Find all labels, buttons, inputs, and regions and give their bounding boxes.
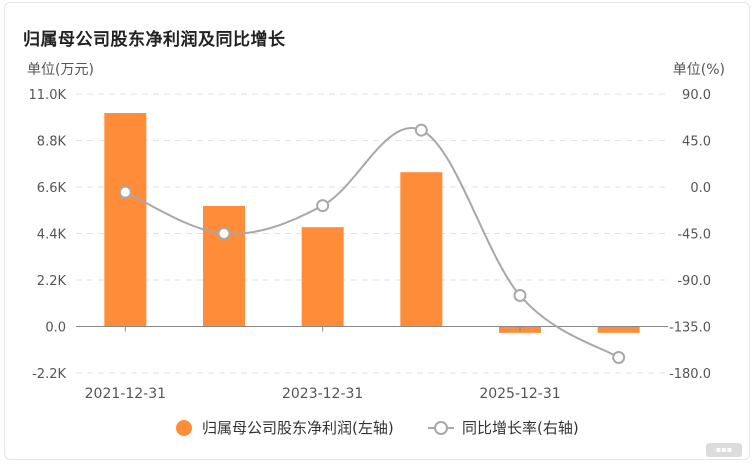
left-axis-tick-label: 4.4K [37,228,67,243]
bar [301,227,344,327]
x-axis-tick-label: 2021-12-31 [85,386,166,402]
x-axis-tick-label: 2023-12-31 [282,386,363,402]
bar [104,113,147,327]
right-axis-tick-label: 90.0 [682,88,711,103]
chart-title: 归属母公司股东净利润及同比增长 [23,30,286,50]
right-axis-tick-label: -135.0 [669,321,711,336]
watermark-logo: ▪▪▪ [706,443,742,457]
bar [400,172,443,327]
growth-rate-point [316,199,330,213]
growth-rate-point [217,227,231,240]
x-axis-tick-label: 2025-12-31 [479,386,560,402]
growth-rate-point [513,289,527,302]
left-axis-tick-label: 6.6K [37,181,67,196]
legend-line-marker-icon [428,420,454,436]
legend-item-growth-rate[interactable]: 同比增长率(右轴) [428,417,579,438]
left-axis-tick-label: 0.0 [45,321,66,336]
bar [203,206,245,327]
legend-label-growth-rate: 同比增长率(右轴) [462,419,579,437]
left-axis-tick-label: 2.2K [37,274,67,289]
left-axis-tick-label: -2.2K [32,367,66,382]
growth-rate-point [118,185,132,199]
right-axis-unit: 单位(%) [672,62,725,78]
left-axis-tick-label: 8.8K [37,135,67,150]
right-axis-tick-label: -180.0 [669,367,711,382]
growth-rate-point [612,351,626,364]
chart-legend: 归属母公司股东净利润(左轴) 同比增长率(右轴) [0,417,756,441]
bar [597,326,640,333]
left-axis-unit: 单位(万元) [27,62,94,78]
right-axis-tick-label: 45.0 [682,135,711,150]
left-axis-tick-label: 11.0K [29,88,67,103]
growth-rate-line [124,127,620,359]
right-axis-tick-label: -90.0 [677,274,711,289]
right-axis-tick-label: -45.0 [677,228,711,243]
growth-rate-point [414,123,428,137]
right-axis-tick-label: 0.0 [690,181,711,196]
legend-dot-icon [176,419,192,436]
legend-label-net-profit: 归属母公司股东净利润(左轴) [202,419,394,437]
legend-item-net-profit[interactable]: 归属母公司股东净利润(左轴) [176,417,394,438]
